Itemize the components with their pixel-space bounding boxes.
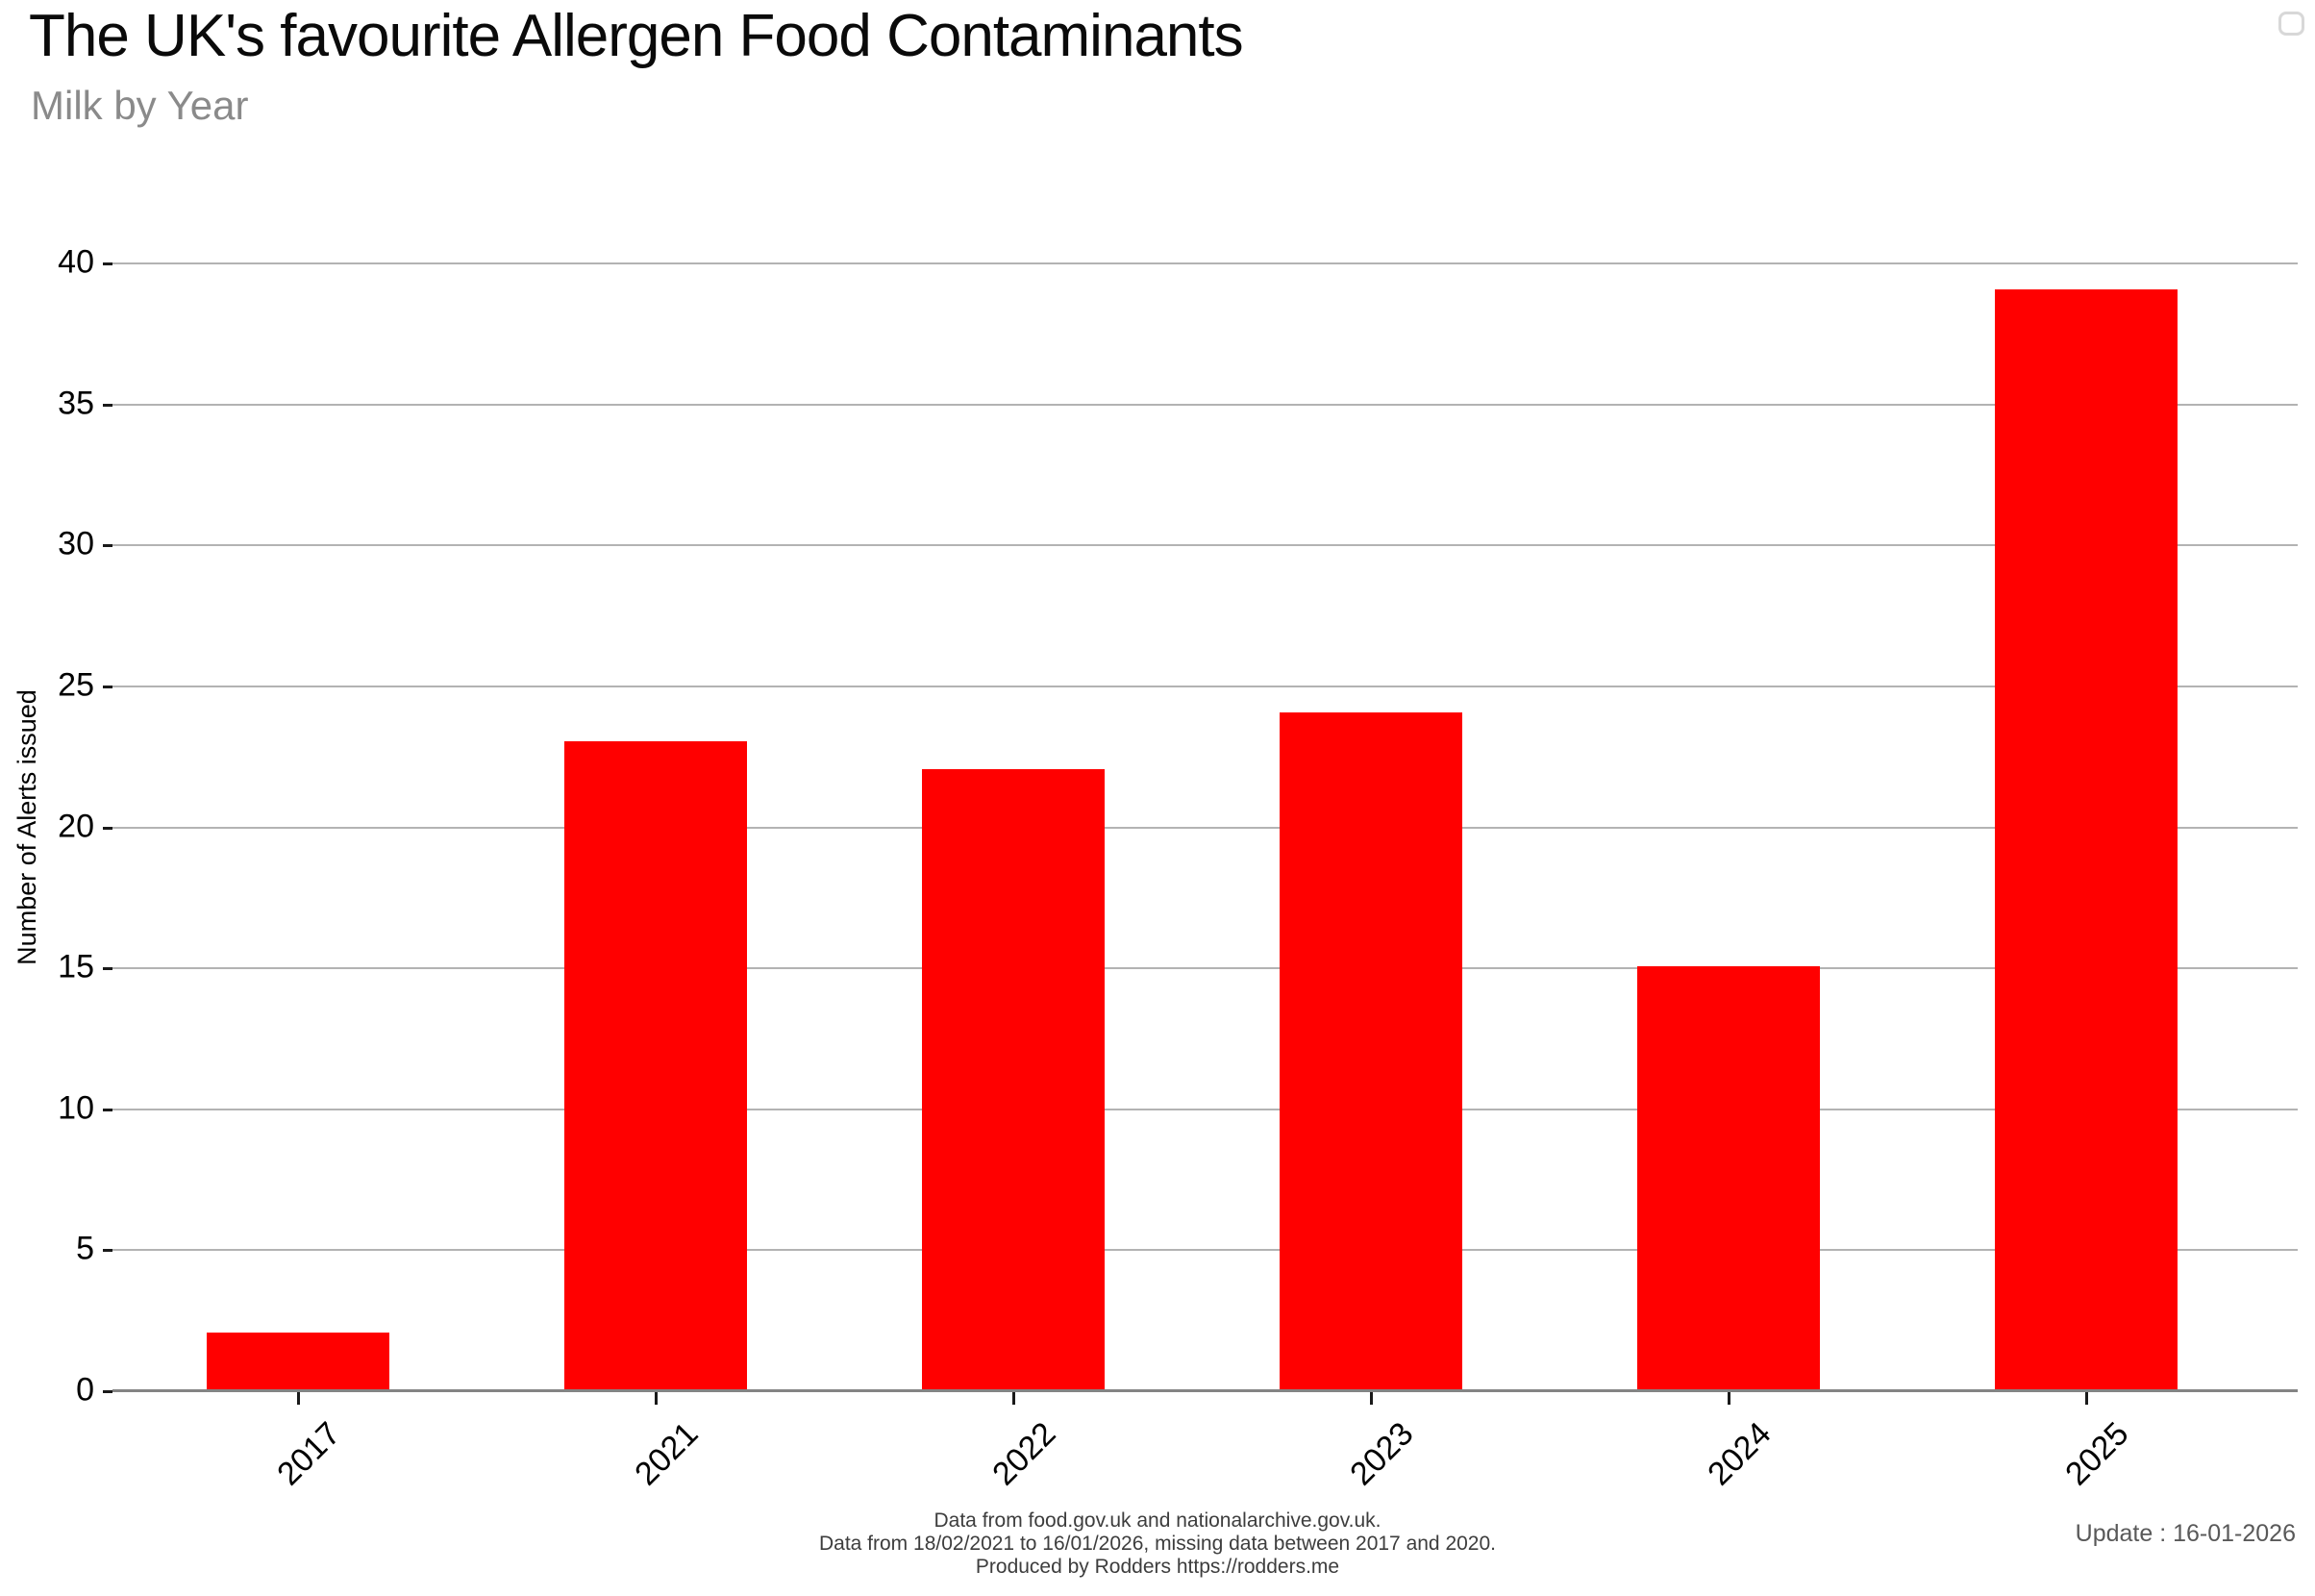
bar-2017 <box>207 1333 389 1389</box>
bar-2023 <box>1280 712 1462 1389</box>
empty-legend-box <box>2278 12 2304 36</box>
y-tick-label: 10 <box>58 1089 94 1127</box>
caption-line: Data from 18/02/2021 to 16/01/2026, miss… <box>818 1533 1496 1555</box>
x-tick-mark <box>2084 1392 2088 1405</box>
x-tick-mark <box>654 1392 658 1405</box>
y-tick-label: 30 <box>58 525 94 562</box>
x-tick-mark <box>1369 1392 1373 1405</box>
y-tick-label: 15 <box>58 948 94 985</box>
y-tick-mark <box>103 544 112 548</box>
y-gridline <box>112 403 2298 406</box>
y-tick-label: 20 <box>58 808 94 845</box>
x-tick-label: 2021 <box>628 1415 706 1493</box>
y-tick-mark <box>103 262 112 265</box>
bar-2021 <box>564 740 747 1389</box>
y-tick-mark <box>103 403 112 407</box>
update-stamp: Update : 16-01-2026 <box>2075 1520 2296 1547</box>
y-tick-mark <box>103 1390 112 1393</box>
x-tick-mark <box>296 1392 300 1405</box>
x-tick-label: 2025 <box>2058 1415 2136 1493</box>
caption-line: Produced by Rodders https://rodders.me <box>975 1556 1340 1578</box>
y-gridline <box>112 1249 2298 1252</box>
y-tick-mark <box>103 685 112 688</box>
y-gridline <box>112 262 2298 264</box>
x-tick-label: 2023 <box>1343 1415 1421 1493</box>
x-tick-label: 2022 <box>985 1415 1063 1493</box>
x-tick-mark <box>1727 1392 1730 1405</box>
y-tick-label: 35 <box>58 385 94 422</box>
y-gridline <box>112 685 2298 687</box>
y-tick-mark <box>103 826 112 830</box>
bar-2022 <box>922 768 1105 1389</box>
x-axis-line <box>112 1389 2298 1392</box>
y-gridline <box>112 826 2298 829</box>
y-tick-label: 0 <box>76 1371 94 1409</box>
y-tick-label: 25 <box>58 666 94 704</box>
chart-title: The UK's favourite Allergen Food Contami… <box>29 3 1244 69</box>
y-tick-mark <box>103 967 112 971</box>
y-axis-title-text: Number of Alerts issued <box>12 689 41 965</box>
x-tick-label: 2024 <box>1701 1415 1779 1493</box>
y-tick-mark <box>103 1249 112 1253</box>
y-gridline <box>112 1108 2298 1110</box>
y-gridline <box>112 967 2298 970</box>
bar-2024 <box>1637 966 1820 1389</box>
y-tick-mark <box>103 1108 112 1111</box>
x-tick-mark <box>1011 1392 1015 1405</box>
plot-area: 0 5 10 15 20 25 30 35 40 2017 2021 2022 2023 2024 2025 <box>58 244 2298 1492</box>
y-tick-label: 40 <box>58 243 94 281</box>
caption-block: Data from food.gov.uk and nationalarchiv… <box>0 1509 2315 1579</box>
y-gridline <box>112 544 2298 547</box>
bar-2025 <box>1995 289 2178 1389</box>
y-tick-label: 5 <box>76 1231 94 1268</box>
chart-subtitle: Milk by Year <box>31 83 249 128</box>
x-tick-label: 2017 <box>270 1415 348 1493</box>
y-axis-title: Number of Alerts issued <box>2 263 52 1391</box>
caption-line: Data from food.gov.uk and nationalarchiv… <box>933 1509 1382 1532</box>
